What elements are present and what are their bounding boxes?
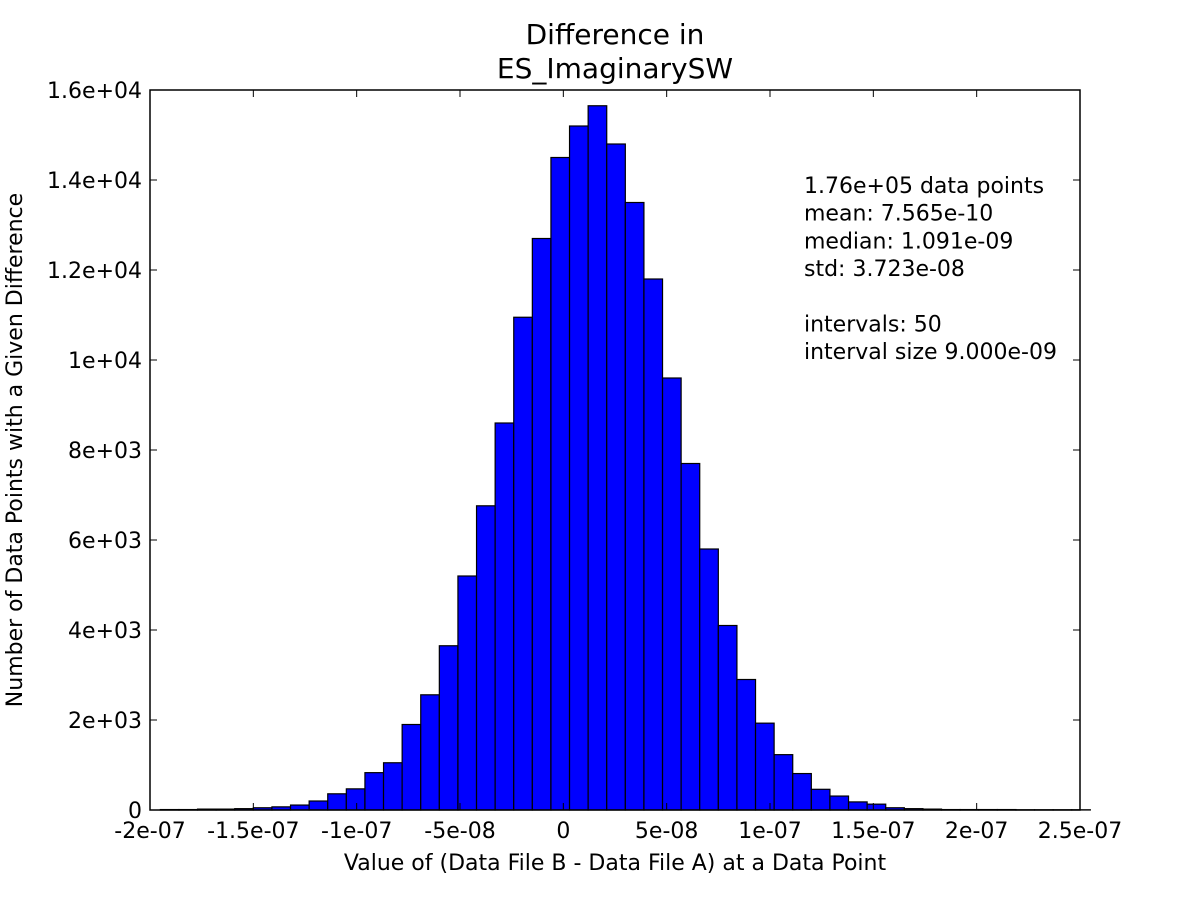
y-axis-label: Number of Data Points with a Given Diffe…	[3, 193, 28, 707]
y-tick-label: 1.6e+04	[47, 79, 142, 104]
stats-annotation: 1.76e+05 data points mean: 7.565e-10media…	[804, 174, 1057, 365]
histogram-bar	[477, 506, 496, 810]
histogram-bar	[514, 317, 533, 810]
histogram-bar	[607, 144, 626, 810]
x-tick-label: 2.5e-07	[1038, 819, 1122, 844]
x-tick-label: 0	[556, 819, 570, 844]
y-tick-label: 8e+03	[68, 439, 142, 464]
histogram-bar	[625, 203, 644, 811]
histogram-bar	[644, 279, 663, 810]
x-tick-label: 1e-07	[738, 819, 801, 844]
x-tick-label: -2e-07	[114, 819, 185, 844]
y-tick-label: 1e+04	[68, 349, 142, 374]
histogram-bar	[309, 801, 328, 810]
histogram-bar	[867, 804, 886, 810]
stats-line: median: 1.091e-09	[804, 229, 1013, 254]
histogram-bar	[365, 773, 384, 810]
histogram-bar	[458, 576, 477, 810]
histogram-bar	[421, 695, 440, 810]
histogram-bar	[700, 549, 719, 810]
histogram-bar	[495, 423, 514, 810]
chart-title-line-2: ES_ImaginarySW	[497, 52, 733, 85]
stats-line: mean: 7.565e-10	[804, 202, 993, 227]
histogram-bar	[402, 725, 421, 811]
histogram-bar	[570, 126, 589, 810]
y-tick-label: 1.4e+04	[47, 169, 142, 194]
y-tick-label: 4e+03	[68, 619, 142, 644]
stats-line: intervals: 50	[804, 313, 942, 338]
y-tick-label: 0	[128, 799, 142, 824]
histogram-bar	[756, 723, 775, 810]
histogram-bar	[663, 378, 682, 810]
histogram-bar	[830, 796, 849, 810]
x-tick-label: -1.5e-07	[207, 819, 299, 844]
histogram-bar	[793, 774, 812, 810]
histogram-bar	[774, 755, 793, 810]
stats-line: 1.76e+05 data points	[804, 174, 1044, 199]
histogram-bar	[718, 626, 737, 811]
histogram-bar	[439, 646, 458, 810]
stats-line: interval size 9.000e-09	[804, 340, 1057, 365]
stats-line: std: 3.723e-08	[804, 257, 965, 282]
histogram-bar	[849, 802, 868, 810]
y-tick-label: 1.2e+04	[47, 259, 142, 284]
x-tick-label: 5e-08	[635, 819, 698, 844]
y-tick-label: 6e+03	[68, 529, 142, 554]
histogram-bar	[346, 789, 365, 810]
histogram-bar	[588, 106, 607, 810]
x-tick-label: 2e-07	[945, 819, 1008, 844]
y-tick-label: 2e+03	[68, 709, 142, 734]
x-tick-label: -1e-07	[321, 819, 392, 844]
x-tick-label: 1.5e-07	[831, 819, 915, 844]
chart-title-line-1: Difference in	[526, 18, 705, 51]
x-axis-label: Value of (Data File B - Data File A) at …	[344, 851, 887, 876]
x-tick-label: -5e-08	[424, 819, 495, 844]
histogram-bar	[681, 464, 700, 811]
histogram-bar	[328, 794, 347, 810]
histogram-bar	[532, 239, 551, 811]
histogram-bar	[737, 680, 756, 811]
histogram-bar	[551, 158, 570, 811]
histogram-bar	[811, 789, 830, 810]
histogram-bar	[384, 763, 403, 810]
